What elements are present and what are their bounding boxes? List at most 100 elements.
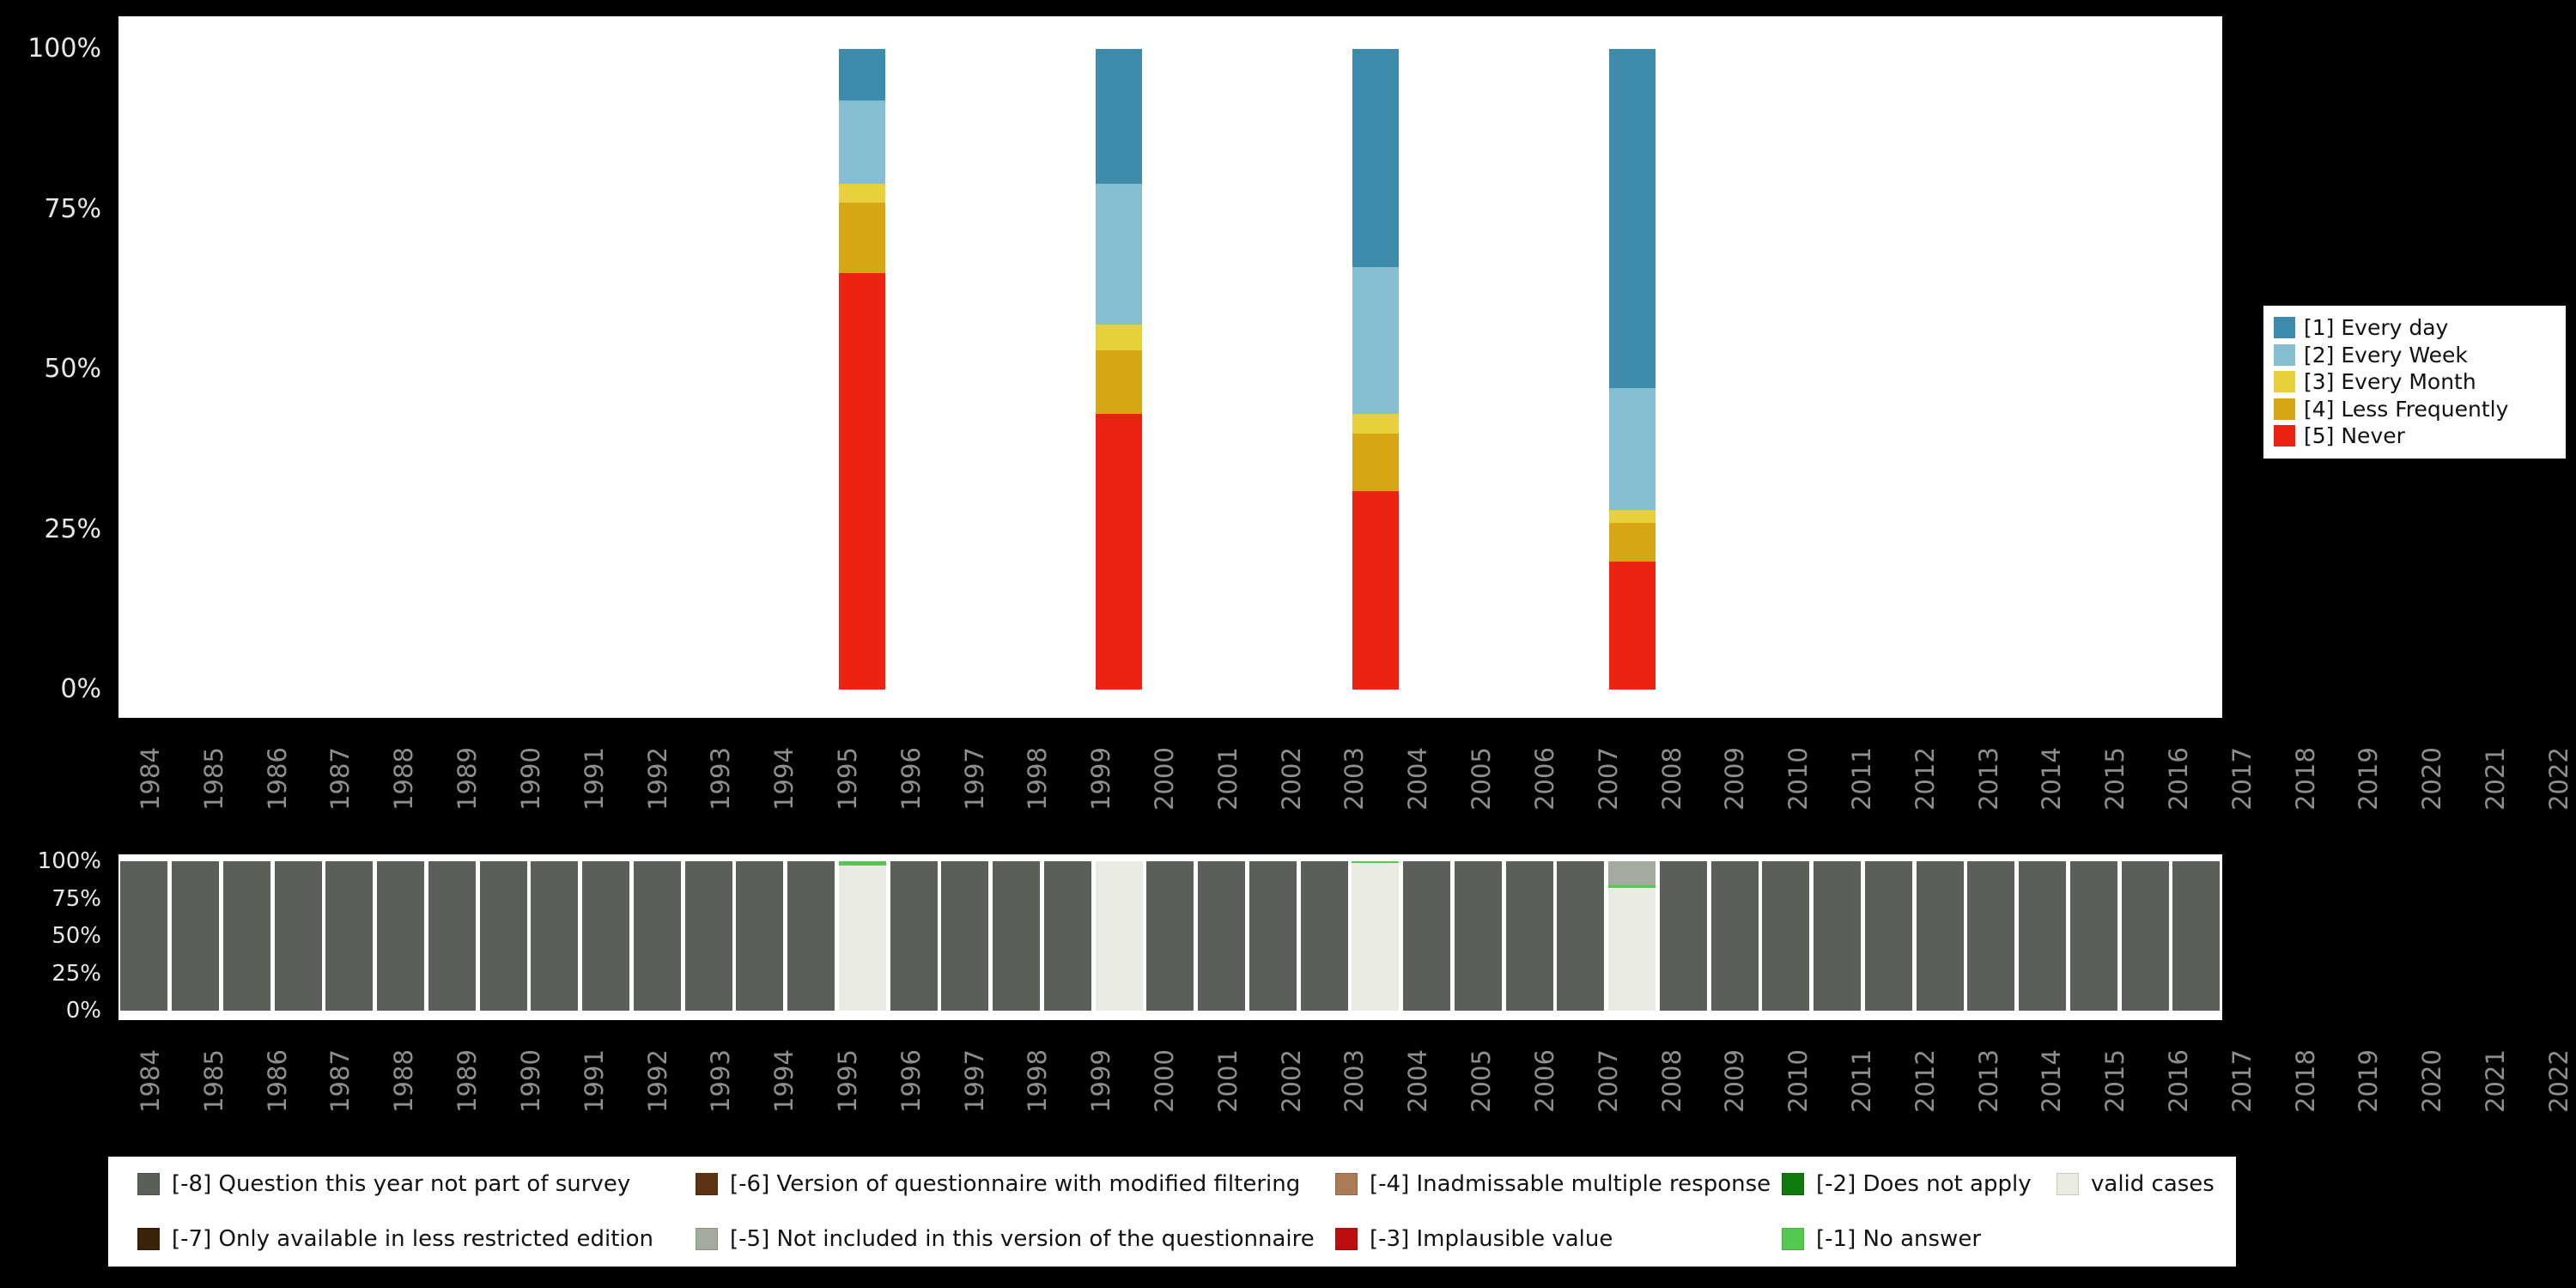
bar-segment[interactable] [2069, 861, 2117, 1011]
bar-segment[interactable] [1096, 414, 1142, 690]
x-axis-label: 2016 [2163, 747, 2193, 811]
bar-segment[interactable] [1710, 861, 1759, 1011]
x-axis-label: 2014 [2037, 1049, 2067, 1113]
legend-swatch [2057, 1173, 2079, 1195]
x-axis-label: 2007 [1593, 1049, 1623, 1113]
bar-segment[interactable] [1557, 861, 1605, 1011]
bar-segment[interactable] [1608, 510, 1656, 524]
bar-segment[interactable] [274, 861, 322, 1011]
x-axis-tick: 2000 [1133, 1030, 1196, 1132]
x-axis-label: 2021 [2480, 747, 2510, 811]
x-axis-label: 1993 [706, 747, 736, 811]
bar-segment[interactable] [1096, 324, 1142, 350]
missing-legend-item: [-4] Inadmissable multiple response [1335, 1173, 1782, 1195]
bar-segment[interactable] [1608, 861, 1656, 885]
x-axis-label: 2005 [1466, 747, 1496, 811]
bar-2001 [991, 49, 1042, 690]
y-axis-label: 100% [27, 33, 101, 64]
bar-1987 [272, 861, 324, 1011]
bar-segment[interactable] [531, 861, 579, 1011]
bar-segment[interactable] [1608, 523, 1656, 562]
bar-segment[interactable] [736, 861, 784, 1011]
x-axis-tick: 1992 [626, 728, 690, 829]
bar-segment[interactable] [1505, 861, 1553, 1011]
bar-segment[interactable] [1249, 861, 1297, 1011]
bar-segment[interactable] [377, 861, 425, 1011]
x-axis-tick: 2010 [1766, 728, 1830, 829]
bar-segment[interactable] [1300, 861, 1348, 1011]
bar-segment[interactable] [222, 861, 270, 1011]
bar-segment[interactable] [1608, 388, 1656, 511]
y-axis-label: 75% [52, 885, 101, 912]
x-axis-tick: 1996 [879, 1030, 943, 1132]
bar-segment[interactable] [428, 861, 476, 1011]
bar-segment[interactable] [1096, 183, 1142, 325]
x-axis-tick: 1990 [499, 1030, 562, 1132]
bar-segment[interactable] [1762, 861, 1810, 1011]
bar-segment[interactable] [1146, 861, 1194, 1011]
bar-1984 [118, 49, 170, 690]
bar-segment[interactable] [839, 183, 886, 204]
bar-segment[interactable] [839, 203, 886, 274]
x-axis-label: 2009 [1720, 747, 1750, 811]
bar-segment[interactable] [1096, 49, 1142, 184]
legend-swatch [2274, 343, 2295, 366]
bar-segment[interactable] [1352, 862, 1400, 1011]
x-axis-label: 2010 [1783, 747, 1814, 811]
bar-segment[interactable] [2019, 861, 2067, 1011]
bar-segment[interactable] [1352, 49, 1399, 267]
x-axis-tick: 2021 [2464, 1030, 2527, 1132]
bar-segment[interactable] [1916, 861, 1964, 1011]
bar-segment[interactable] [1352, 433, 1399, 491]
bar-segment[interactable] [1043, 861, 1091, 1011]
bar-1986 [222, 49, 273, 690]
bar-segment[interactable] [684, 861, 732, 1011]
bar-segment[interactable] [1096, 349, 1142, 415]
bar-segment[interactable] [1608, 49, 1656, 389]
bar-segment[interactable] [1608, 888, 1656, 1011]
bar-segment[interactable] [1814, 861, 1862, 1011]
bar-segment[interactable] [325, 861, 374, 1011]
x-axis-label: 2005 [1466, 1049, 1496, 1113]
bar-segment[interactable] [582, 861, 630, 1011]
missing-y-axis: 100% 75% 50% 25% 0% [0, 850, 110, 1022]
bar-segment[interactable] [479, 861, 527, 1011]
bar-segment[interactable] [890, 861, 938, 1011]
frequency-x-axis: 1984 1985 1986 1987 1988 1989 1990 1991 1992 1993… [118, 728, 2573, 829]
bar-segment[interactable] [1454, 861, 1502, 1011]
bar-segment[interactable] [1198, 861, 1246, 1011]
bar-segment[interactable] [839, 273, 886, 690]
bar-segment[interactable] [787, 861, 835, 1011]
bar-segment[interactable] [1403, 861, 1451, 1011]
x-axis-tick: 2003 [1322, 728, 1386, 829]
bar-segment[interactable] [172, 861, 220, 1011]
bar-segment[interactable] [1352, 861, 1400, 863]
bar-segment[interactable] [1095, 861, 1143, 1011]
bar-segment[interactable] [633, 861, 681, 1011]
bar-segment[interactable] [2121, 861, 2169, 1011]
bar-segment[interactable] [1608, 884, 1656, 889]
x-axis-tick: 1988 [372, 728, 435, 829]
bar-segment[interactable] [839, 49, 886, 100]
x-axis-label: 2019 [2354, 1049, 2384, 1113]
bar-1992 [529, 861, 580, 1011]
bar-segment[interactable] [120, 861, 168, 1011]
bar-segment[interactable] [993, 861, 1041, 1011]
bar-segment[interactable] [1659, 861, 1707, 1011]
x-axis-tick: 1989 [435, 1030, 499, 1132]
x-axis-tick: 2012 [1893, 728, 1957, 829]
bar-segment[interactable] [1352, 414, 1399, 434]
bar-segment[interactable] [1352, 266, 1399, 415]
frequency-bars-area [118, 49, 2222, 690]
bar-segment[interactable] [1967, 861, 2015, 1011]
bar-segment[interactable] [941, 861, 989, 1011]
bar-2022 [2069, 49, 2120, 690]
bar-segment[interactable] [838, 866, 886, 1011]
bar-segment[interactable] [2172, 861, 2221, 1011]
bar-segment[interactable] [1608, 561, 1656, 690]
bar-2010 [1453, 861, 1504, 1011]
bar-segment[interactable] [1352, 490, 1399, 690]
bar-segment[interactable] [1864, 861, 1912, 1011]
bar-segment[interactable] [839, 100, 886, 184]
bar-segment[interactable] [838, 861, 886, 866]
